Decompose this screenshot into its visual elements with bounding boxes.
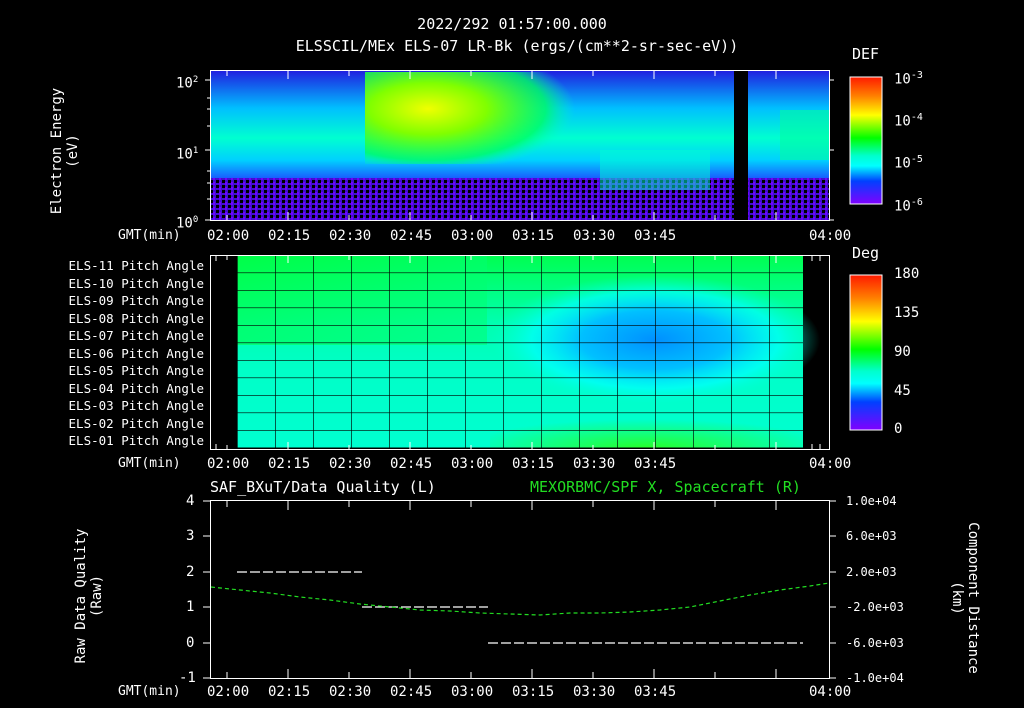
row-label: ELS-03 Pitch Angle xyxy=(68,398,204,413)
plot-timestamp: 2022/292 01:57:00.000 xyxy=(417,15,607,33)
def-colorbar xyxy=(849,76,883,205)
plot-title: ELSSCIL/MEx ELS-07 LR-Bk (ergs/(cm**2-sr… xyxy=(295,37,739,55)
pitch-angle-heatmap xyxy=(237,255,820,448)
panel1-xticks xyxy=(205,71,834,221)
row-label: ELS-08 Pitch Angle xyxy=(68,310,204,326)
panel3-right-ylabel: Component Distance (km) xyxy=(949,522,981,674)
row-label: ELS-09 Pitch Angle xyxy=(68,293,204,308)
row-label: ELS-07 Pitch Angle xyxy=(68,328,204,343)
deg-colorbar-title: Deg xyxy=(852,244,880,262)
spacecraft-x-series xyxy=(210,582,830,616)
panel3-left-title: SAF_BXuT/Data Quality (L) xyxy=(210,478,436,496)
row-label: ELS-06 Pitch Angle xyxy=(68,345,204,361)
row-label: ELS-02 Pitch Angle xyxy=(68,415,204,431)
data-quality-series xyxy=(237,571,803,644)
panel3-right-title: MEXORBMC/SPF X, Spacecraft (R) xyxy=(530,478,801,496)
def-colorbar-title: DEF xyxy=(852,45,880,63)
row-label: ELS-05 Pitch Angle xyxy=(68,363,204,378)
panel3-ticks xyxy=(203,500,836,679)
pitch-angle-row-labels: ELS-11 Pitch Angle ELS-10 Pitch Angle EL… xyxy=(40,257,204,450)
panel2-xticks xyxy=(215,256,821,449)
spectrogram xyxy=(211,71,829,220)
row-label: ELS-11 Pitch Angle xyxy=(68,258,204,273)
row-label: ELS-10 Pitch Angle xyxy=(68,275,204,291)
panel3-left-ylabel: Raw Data Quality (Raw) xyxy=(73,528,105,664)
deg-colorbar xyxy=(849,274,883,431)
row-label: ELS-04 Pitch Angle xyxy=(68,380,204,396)
row-label: ELS-01 Pitch Angle xyxy=(68,433,204,448)
